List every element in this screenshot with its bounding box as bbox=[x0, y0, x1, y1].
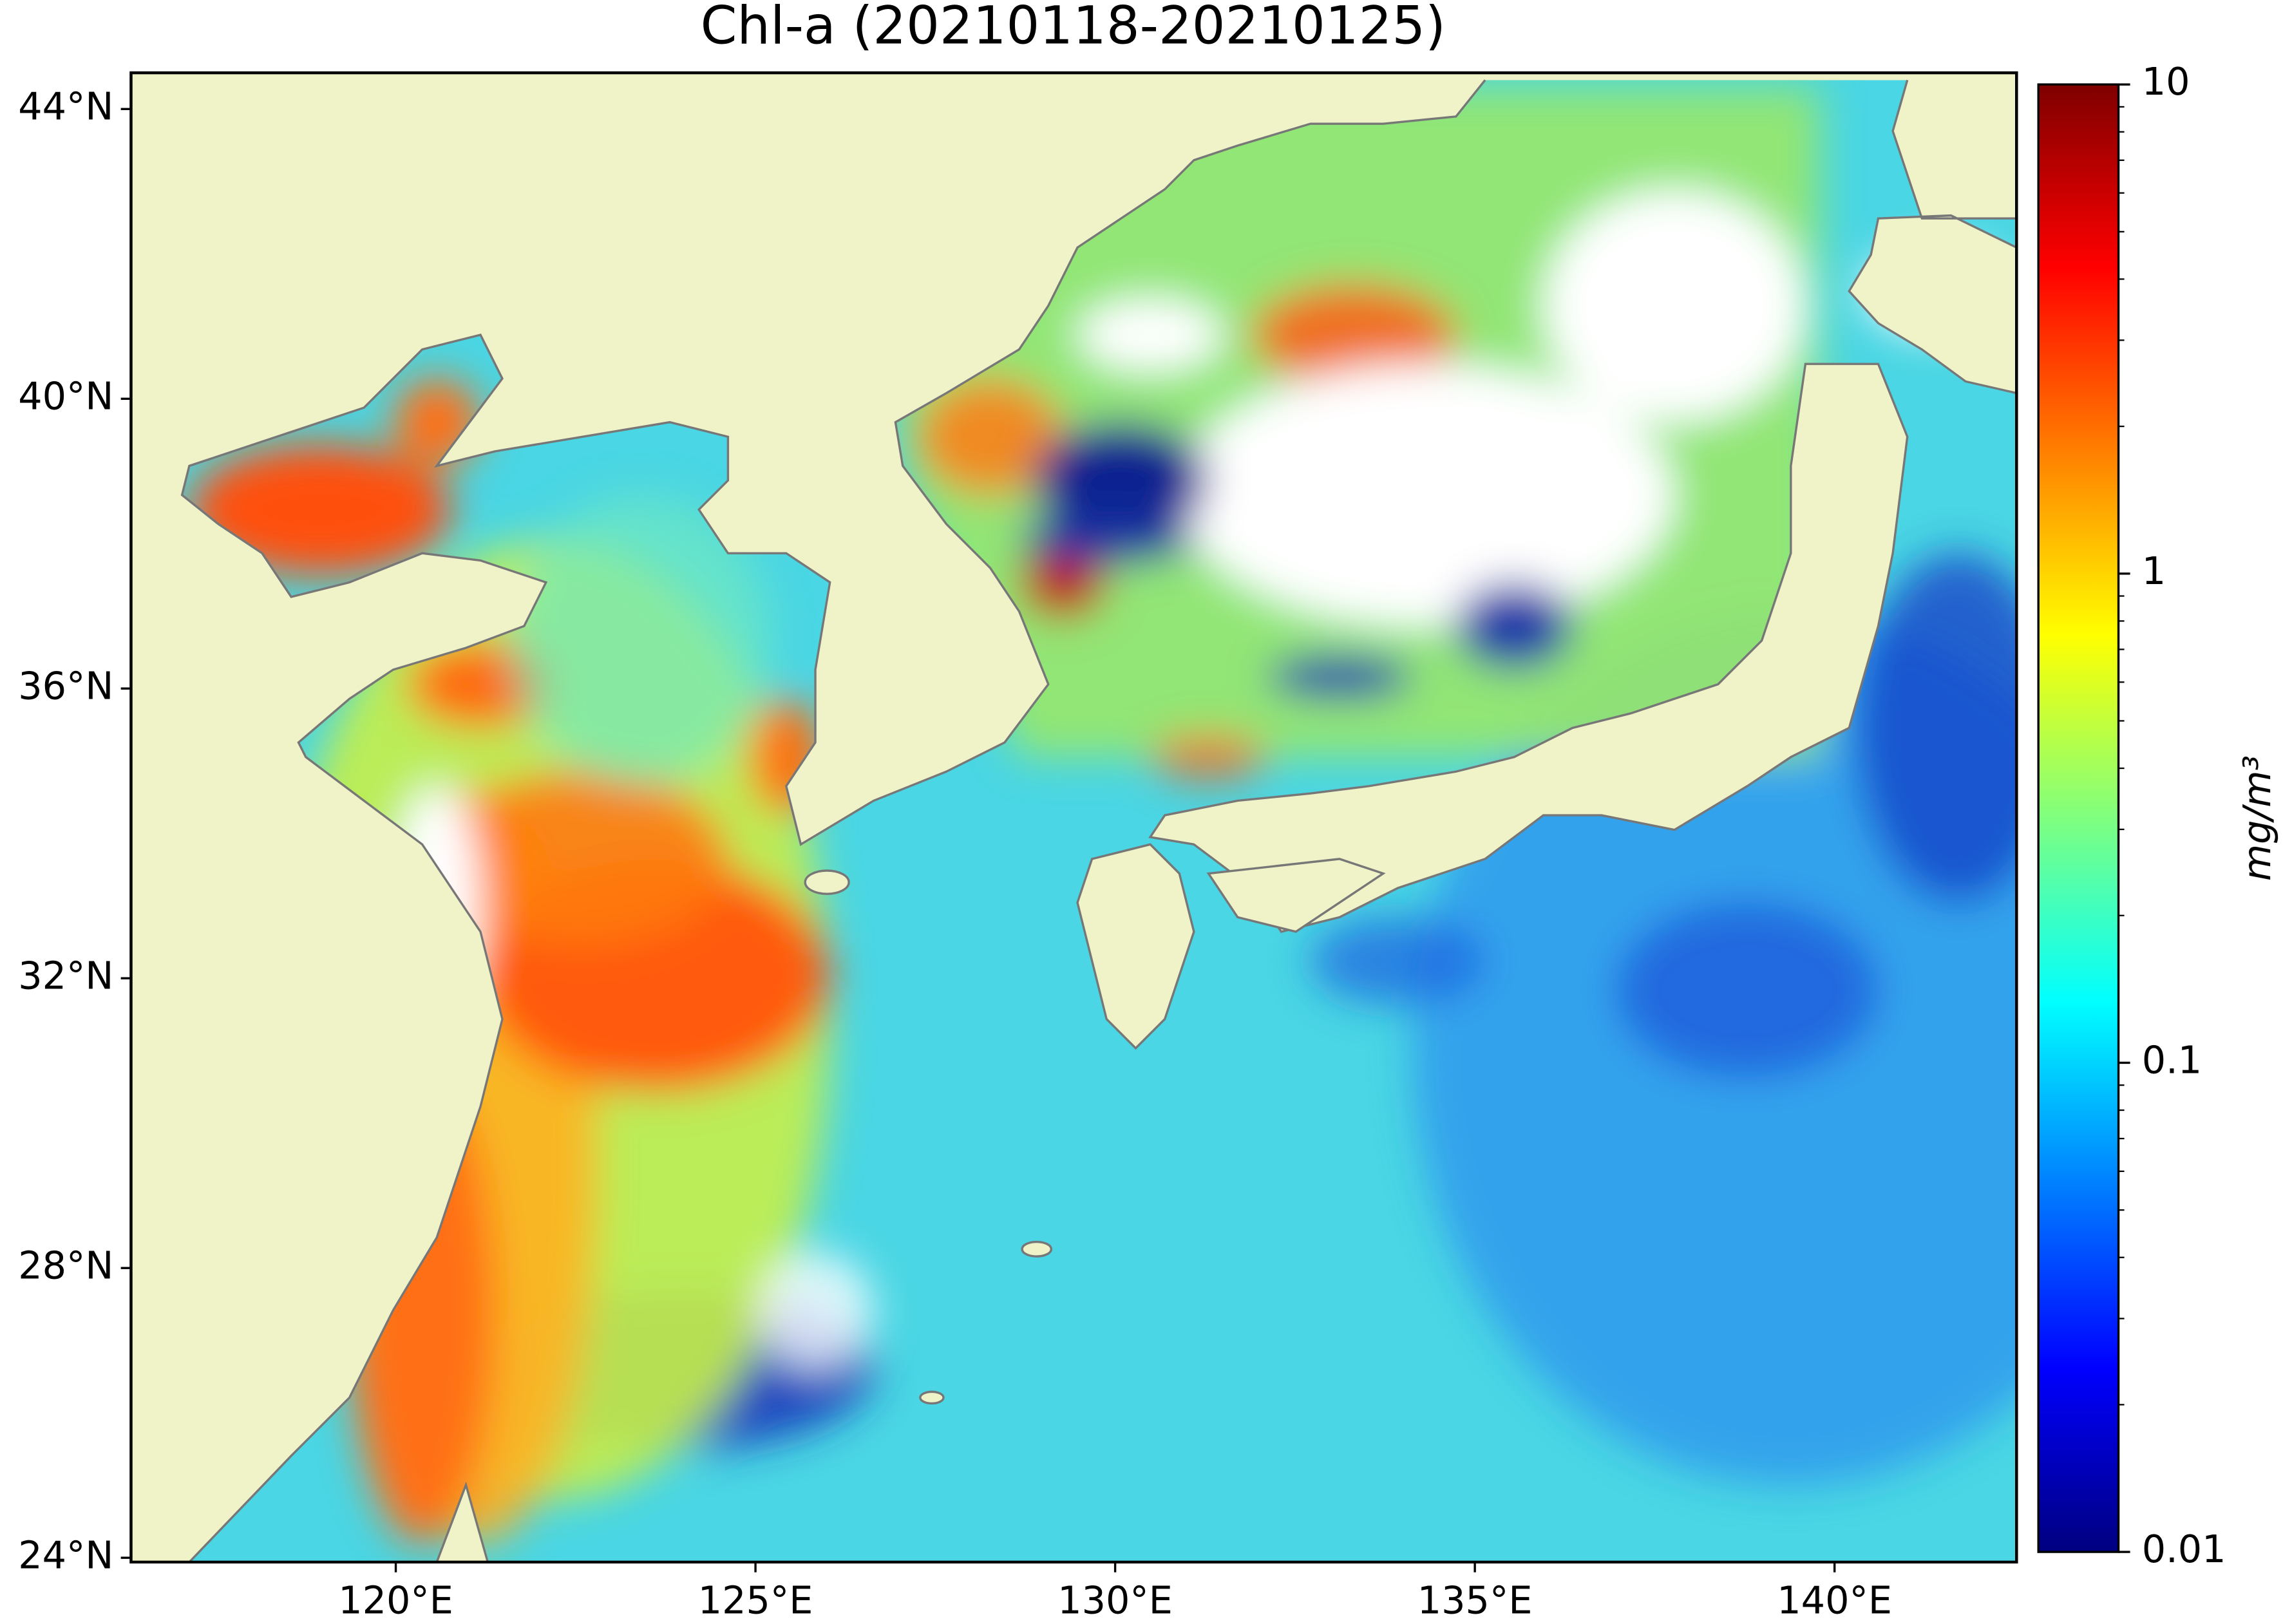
colorbar-tick-label: 1 bbox=[2142, 549, 2166, 593]
title: Chl-a (20210118-20210125) bbox=[701, 0, 1446, 57]
islands bbox=[435, 214, 2017, 1562]
x-tick-label: 125°E bbox=[698, 1578, 813, 1622]
colorbar bbox=[2037, 83, 2120, 1553]
y-tick-label: 36°N bbox=[18, 663, 113, 708]
map-frame bbox=[129, 71, 2018, 1564]
x-tick-label: 135°E bbox=[1417, 1578, 1533, 1622]
colorbar-tick-label: 0.1 bbox=[2142, 1038, 2202, 1082]
map-image bbox=[131, 73, 2017, 1562]
x-tick-label: 120°E bbox=[338, 1578, 453, 1622]
y-tick-label: 32°N bbox=[18, 953, 113, 997]
y-tick-label: 24°N bbox=[18, 1533, 113, 1577]
y-tick-label: 28°N bbox=[18, 1243, 113, 1287]
colorbar-tick-label: 0.01 bbox=[2142, 1527, 2226, 1571]
colorbar-label: mg/m³ bbox=[2235, 755, 2279, 881]
x-tick-label: 140°E bbox=[1777, 1578, 1892, 1622]
y-tick-label: 40°N bbox=[18, 373, 113, 418]
colorbar-tick-label: 10 bbox=[2142, 59, 2190, 104]
y-tick-label: 44°N bbox=[18, 84, 113, 128]
coastline bbox=[180, 79, 2017, 1562]
x-tick-label: 130°E bbox=[1057, 1578, 1173, 1622]
ticks: 120°E 125°E 130°E 135°E 140°E 24°N 28°N 32°N 36°… bbox=[18, 59, 2226, 1622]
